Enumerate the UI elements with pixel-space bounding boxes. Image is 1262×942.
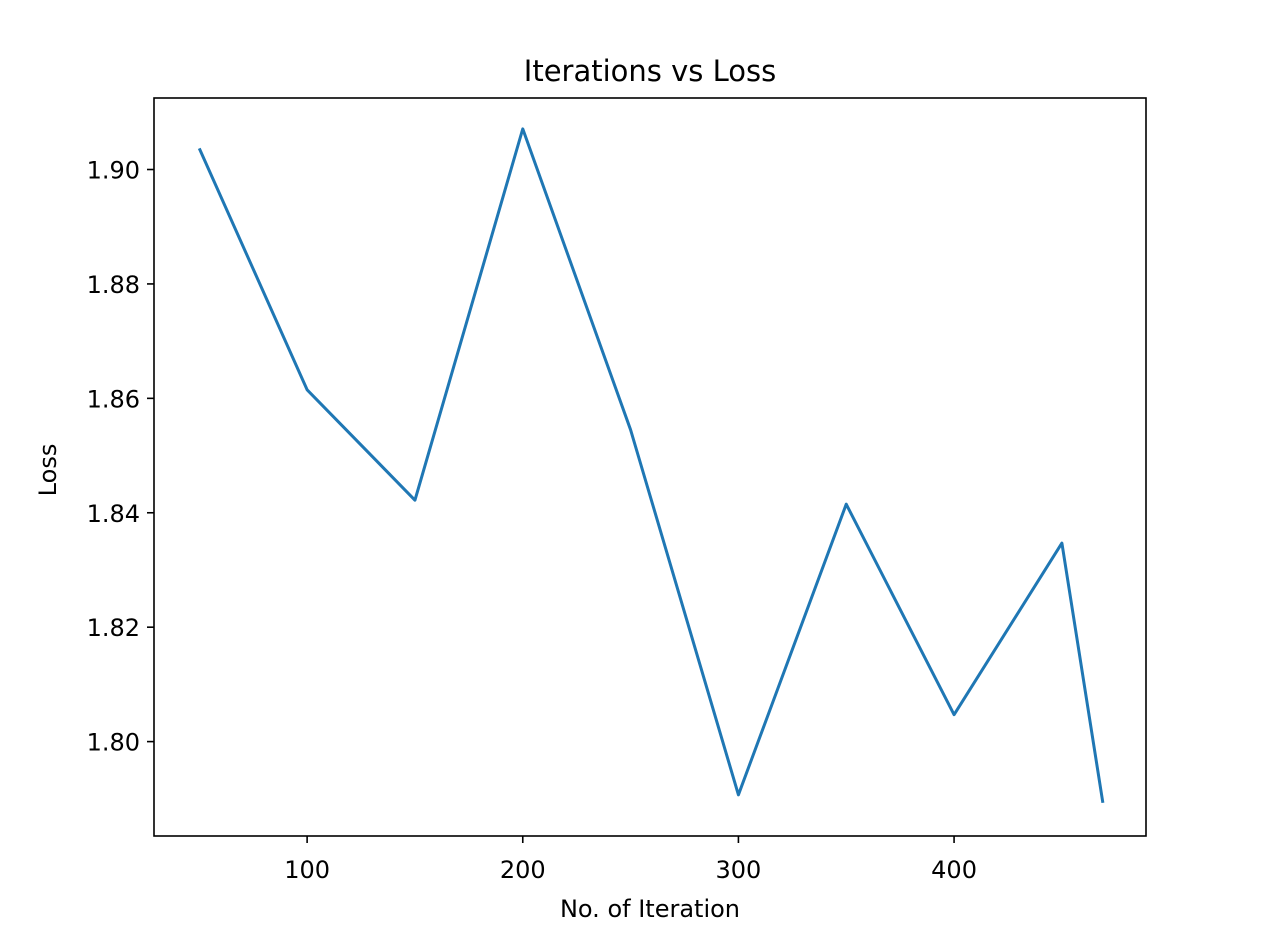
x-tick-label: 100 — [284, 856, 330, 884]
y-tick-label: 1.88 — [87, 271, 140, 299]
y-tick-label: 1.84 — [87, 500, 140, 528]
plot-area — [197, 127, 1105, 804]
y-tick-label: 1.90 — [87, 157, 140, 185]
y-tick-label: 1.80 — [87, 729, 140, 757]
x-tick-label: 400 — [931, 856, 977, 884]
y-axis: 1.80 1.82 1.84 1.86 1.88 1.90 — [87, 157, 154, 757]
loss-series-line — [197, 127, 1105, 804]
plot-frame — [153, 97, 1147, 837]
y-tick-label: 1.82 — [87, 614, 140, 642]
chart-title: Iterations vs Loss — [524, 54, 776, 88]
x-axis: 100 200 300 400 — [284, 836, 977, 884]
x-tick-label: 300 — [716, 856, 762, 884]
y-tick-label: 1.86 — [87, 385, 140, 413]
x-tick-label: 200 — [500, 856, 546, 884]
x-axis-label: No. of Iteration — [560, 895, 740, 923]
y-axis-label: Loss — [34, 444, 62, 497]
